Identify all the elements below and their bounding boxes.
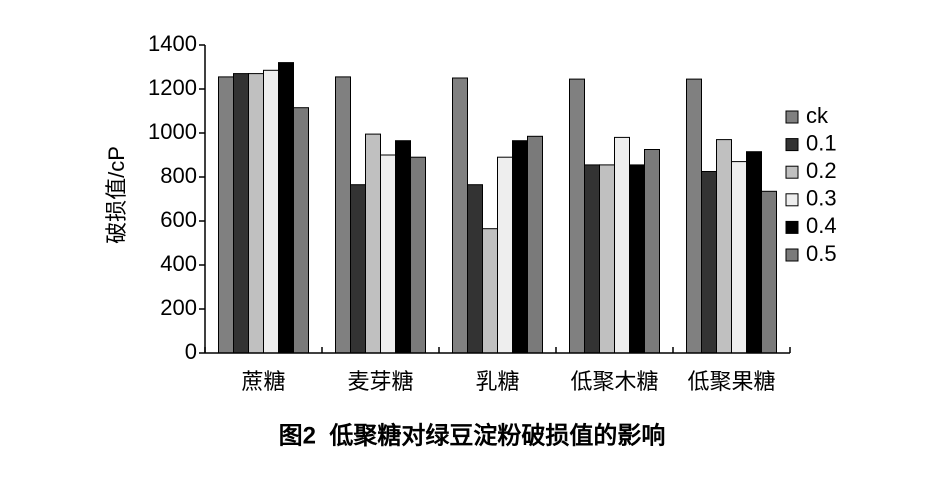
bar bbox=[527, 135, 543, 354]
bar bbox=[218, 76, 234, 354]
legend-swatch bbox=[785, 138, 799, 152]
bar bbox=[248, 73, 264, 354]
bar bbox=[746, 151, 762, 354]
bar bbox=[614, 136, 630, 354]
bar bbox=[761, 190, 777, 354]
legend-swatch bbox=[785, 165, 799, 179]
bar bbox=[701, 171, 717, 354]
bar bbox=[497, 156, 513, 354]
bar bbox=[512, 140, 528, 354]
y-tick-label: 0 bbox=[185, 339, 197, 364]
x-tick-label: 乳糖 bbox=[475, 369, 519, 394]
legend-label: ck bbox=[806, 103, 829, 128]
chart-caption: 图2 低聚糖对绿豆淀粉破损值的影响 bbox=[279, 421, 666, 449]
bar bbox=[569, 78, 585, 354]
y-tick-label: 1200 bbox=[148, 75, 197, 100]
legend-swatch bbox=[785, 110, 799, 124]
bar bbox=[452, 77, 468, 354]
bar bbox=[278, 62, 294, 354]
bar bbox=[395, 140, 411, 354]
bar bbox=[467, 184, 483, 354]
bar bbox=[410, 156, 426, 354]
bar bbox=[365, 133, 381, 354]
legend-label: 0.4 bbox=[806, 213, 837, 238]
bar bbox=[380, 154, 396, 354]
bar bbox=[629, 164, 645, 354]
legend-label: 0.3 bbox=[806, 186, 837, 211]
bar bbox=[716, 139, 732, 354]
bar bbox=[293, 107, 309, 354]
y-tick-label: 400 bbox=[160, 251, 197, 276]
bar bbox=[599, 164, 615, 354]
legend-swatch bbox=[785, 248, 799, 262]
x-tick-label: 麦芽糖 bbox=[347, 369, 413, 394]
x-tick-label: 低聚木糖 bbox=[570, 369, 658, 394]
legend-label: 0.1 bbox=[806, 130, 837, 155]
bar bbox=[335, 76, 351, 354]
legend-label: 0.5 bbox=[806, 241, 837, 266]
legend-swatch bbox=[785, 220, 799, 234]
bar bbox=[263, 69, 279, 354]
bar bbox=[644, 149, 660, 354]
y-tick-label: 200 bbox=[160, 295, 197, 320]
bar bbox=[584, 164, 600, 354]
y-tick-label: 800 bbox=[160, 163, 197, 188]
y-axis-label: 破损值/cP bbox=[104, 146, 129, 244]
bar bbox=[482, 228, 498, 354]
y-tick-label: 1400 bbox=[148, 31, 197, 56]
legend-label: 0.2 bbox=[806, 158, 837, 183]
bar bbox=[686, 78, 702, 354]
legend-swatch bbox=[785, 193, 799, 207]
y-tick-label: 1000 bbox=[148, 119, 197, 144]
bar bbox=[731, 161, 747, 354]
x-tick-label: 蔗糖 bbox=[241, 369, 285, 394]
bar bbox=[233, 73, 249, 354]
bar bbox=[350, 184, 366, 354]
y-tick-label: 600 bbox=[160, 207, 197, 232]
x-tick-label: 低聚果糖 bbox=[687, 369, 775, 394]
